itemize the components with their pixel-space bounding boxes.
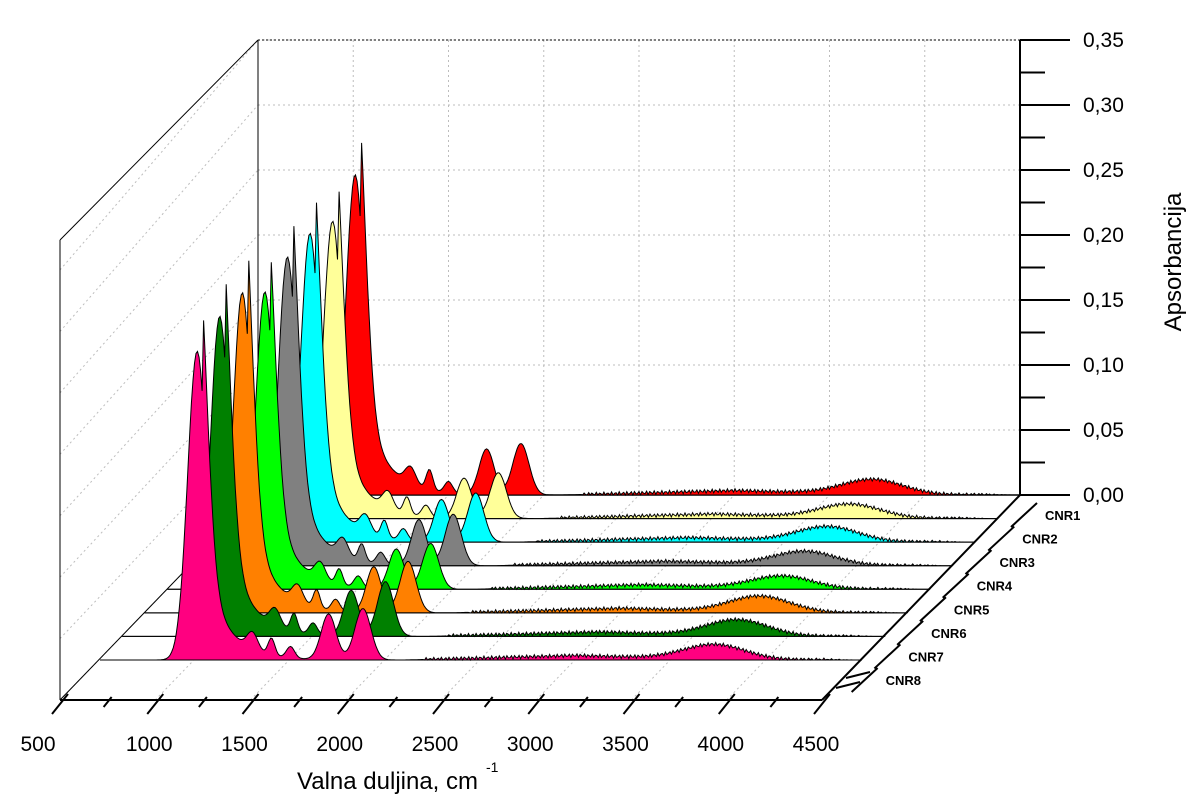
x-axis-title-superscript: -1 xyxy=(486,759,499,775)
x-tick-minor xyxy=(483,696,494,708)
series-area-cnr2 xyxy=(234,191,999,520)
series-label-cnr3: CNR3 xyxy=(999,555,1034,570)
x-tick-major xyxy=(146,693,165,715)
z-tick xyxy=(873,643,902,670)
x-tick-major xyxy=(813,693,831,715)
series-area-cnr7 xyxy=(121,284,886,638)
x-tick-major xyxy=(336,693,355,715)
z-axis-line xyxy=(821,494,1021,701)
y-tick-label: 0,15 xyxy=(1083,289,1124,312)
series-areas xyxy=(100,142,1020,662)
x-tick-label: 2500 xyxy=(412,733,459,756)
x-tick-label: 500 xyxy=(20,733,55,756)
x-tick-major xyxy=(717,693,736,715)
series-area-cnr8 xyxy=(100,320,862,662)
x-tick-major xyxy=(527,693,546,715)
x-tick-minor xyxy=(198,696,208,708)
y-tick-label: 0,25 xyxy=(1083,159,1124,182)
series-area-cnr3 xyxy=(211,202,977,544)
z-tick-extra xyxy=(845,671,871,679)
series-label-cnr2: CNR2 xyxy=(1022,532,1057,547)
series-label-cnr7: CNR7 xyxy=(908,649,943,664)
series-label-cnr5: CNR5 xyxy=(954,602,989,617)
series-label-cnr4: CNR4 xyxy=(977,579,1013,594)
gridline-sidewall xyxy=(59,299,259,517)
series-label-cnr1: CNR1 xyxy=(1045,508,1080,523)
y-tick-label: 0,05 xyxy=(1083,419,1124,442)
gridline-sidewall xyxy=(59,234,259,455)
y-tick-label: 0,20 xyxy=(1083,224,1124,247)
series-area-cnr4 xyxy=(189,226,954,567)
x-tick-label: 3000 xyxy=(507,733,554,756)
x-tick-minor xyxy=(579,696,589,708)
gridline-sidewall xyxy=(59,39,259,271)
y-axis-title: Apsorbancija xyxy=(1160,192,1187,331)
x-tick-minor xyxy=(293,696,303,708)
y-tick-label: 0,30 xyxy=(1083,94,1124,117)
x-tick-label: 4000 xyxy=(697,733,744,756)
x-tick-minor xyxy=(769,696,780,708)
series-label-cnr6: CNR6 xyxy=(931,626,966,641)
z-tick xyxy=(896,620,924,646)
gridline-floor xyxy=(535,494,735,701)
x-tick-label: 1500 xyxy=(221,733,268,756)
z-tick xyxy=(850,667,879,693)
y-tick-label: 0,10 xyxy=(1083,354,1124,377)
axes: 0,00 0,05 0,10 0,15 0,20 0,25 0,30 0,35 CNR1 CNR2… xyxy=(20,29,1123,756)
y-tick-label: 0,00 xyxy=(1083,484,1124,507)
z-tick xyxy=(987,525,1015,552)
x-tick-label: 3500 xyxy=(602,733,649,756)
z-tick xyxy=(919,596,947,623)
x-tick-label: 1000 xyxy=(126,733,173,756)
x-tick-label: 2000 xyxy=(316,733,363,756)
series-area-cnr5 xyxy=(166,262,931,591)
x-tick-major xyxy=(51,693,69,715)
x-tick-major xyxy=(622,693,641,715)
series-area-cnr6 xyxy=(143,260,909,615)
gridline-sidewall xyxy=(59,104,259,332)
series-area-cnr1 xyxy=(258,142,1020,497)
x-axis-title: Valna duljina, cm xyxy=(297,768,478,795)
x-tick-label: 4500 xyxy=(793,733,840,756)
gridline-floor xyxy=(631,494,830,701)
series-label-cnr8: CNR8 xyxy=(886,673,921,688)
side-top-edge xyxy=(59,39,259,241)
x-tick-major xyxy=(432,693,450,715)
x-tick-minor xyxy=(102,696,113,708)
z-tick xyxy=(964,549,993,575)
x-tick-minor xyxy=(674,696,684,708)
z-tick xyxy=(942,572,970,599)
z-tick-extra xyxy=(835,681,861,689)
y-tick-label: 0,35 xyxy=(1083,29,1124,52)
x-tick-major xyxy=(241,693,260,715)
x-tick-minor xyxy=(388,696,399,708)
z-tick xyxy=(1010,502,1038,528)
